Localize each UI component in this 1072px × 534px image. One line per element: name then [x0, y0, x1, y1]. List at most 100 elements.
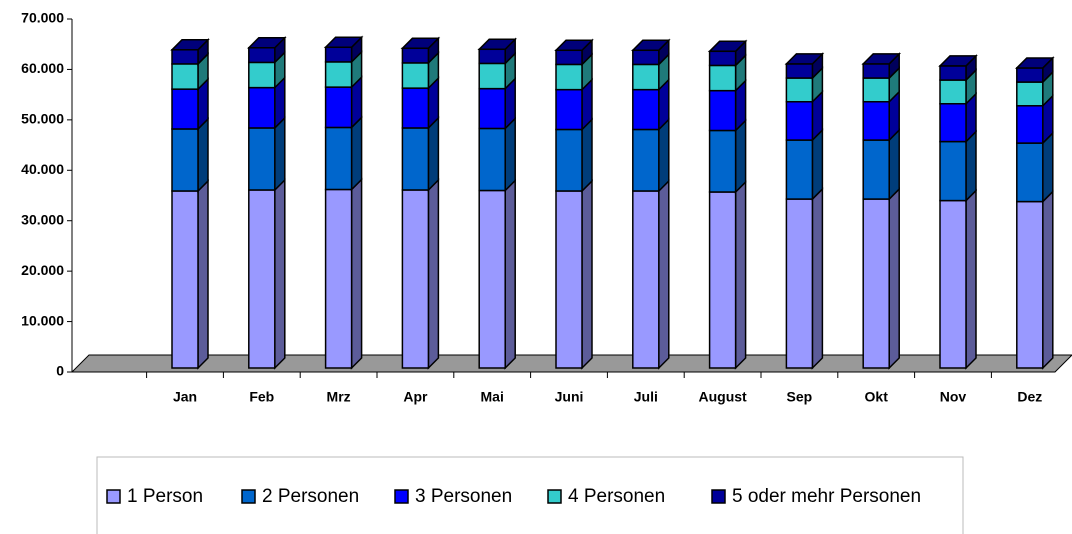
bar-side [427, 116, 440, 192]
bar-side [888, 187, 900, 370]
bar-side [888, 128, 900, 201]
x-tick-label: Nov [940, 389, 967, 405]
bar-top [323, 36, 364, 49]
bar [248, 47, 276, 64]
bar-top [861, 53, 902, 65]
x-tick-label: Sep [787, 389, 813, 405]
bar-side [581, 117, 593, 193]
bar-side [350, 115, 363, 192]
bar [708, 64, 737, 92]
bar [324, 46, 353, 63]
bar [171, 49, 199, 65]
bar [785, 77, 814, 103]
bar [939, 103, 967, 143]
bar [1016, 200, 1044, 369]
bar [785, 100, 814, 141]
legend-swatch [106, 489, 121, 504]
bar [939, 79, 967, 105]
x-tick-label: August [698, 389, 747, 405]
bar [1016, 105, 1044, 144]
bar-side [811, 128, 824, 201]
bar-side [965, 129, 977, 203]
bar-side [581, 179, 593, 370]
bar-side [734, 180, 747, 370]
bar [708, 191, 737, 369]
bar [555, 49, 583, 66]
bar [632, 49, 660, 66]
bar [248, 61, 276, 89]
legend-swatch [547, 489, 562, 504]
bar [632, 190, 660, 369]
bar-top [707, 40, 748, 53]
y-tick-label: 10.000 [21, 312, 64, 328]
bar [171, 190, 199, 369]
y-tick-label: 50.000 [21, 111, 64, 127]
bar-top [784, 53, 825, 65]
x-tick-label: Juni [555, 389, 584, 405]
bar-side [658, 179, 670, 370]
x-tick-label: Apr [403, 389, 428, 405]
bar [401, 127, 430, 191]
x-tick-label: Dez [1017, 389, 1042, 405]
legend-label: 1 Person [127, 486, 203, 507]
bar [478, 48, 506, 65]
bar [862, 77, 890, 103]
bar [1016, 81, 1044, 107]
bar-top [170, 39, 210, 51]
bar [1016, 142, 1044, 203]
bar [401, 62, 430, 89]
bar-side [811, 187, 824, 370]
bar [708, 89, 737, 132]
bar-top [1014, 57, 1055, 69]
bar [939, 199, 967, 369]
bar-side [197, 117, 209, 193]
y-tick-label: 40.000 [21, 161, 64, 177]
bar-side [965, 188, 977, 370]
y-tick-label: 30.000 [21, 211, 64, 227]
bar [785, 139, 814, 200]
bar-side [274, 178, 286, 370]
x-tick-label: Mai [481, 389, 504, 405]
bar-side [350, 177, 363, 370]
bar [1016, 67, 1044, 83]
bar [632, 88, 660, 131]
bar [324, 86, 353, 129]
bar [171, 63, 199, 90]
bar [248, 189, 276, 369]
bar [862, 139, 890, 200]
bar [478, 62, 506, 90]
legend-label: 2 Personen [262, 486, 359, 507]
bar [785, 198, 814, 369]
bar [324, 126, 353, 191]
x-tick-label: Juli [634, 389, 658, 405]
bar [401, 87, 430, 129]
bar [324, 61, 353, 88]
legend-label: 4 Personen [568, 486, 665, 507]
bar [939, 65, 967, 81]
bar-top [630, 39, 671, 52]
bar-top [477, 38, 518, 51]
bar [555, 128, 583, 192]
bar [248, 127, 276, 191]
bar-side [1042, 189, 1054, 370]
bar-side [1042, 131, 1054, 204]
bar-top [246, 37, 287, 49]
x-tick-label: Feb [249, 389, 274, 405]
bar [324, 188, 353, 369]
bar [939, 140, 967, 202]
bar-side [734, 118, 747, 194]
y-tick-label: 20.000 [21, 262, 64, 278]
bar [401, 47, 430, 64]
bar [632, 63, 660, 91]
bar-side [427, 178, 440, 370]
bar-side [274, 116, 286, 192]
bar-side [504, 116, 516, 193]
bar [785, 63, 814, 79]
legend-label: 3 Personen [415, 486, 512, 507]
bar-side [197, 179, 209, 370]
bar [478, 189, 506, 369]
bar-side [504, 178, 516, 370]
bar [478, 127, 506, 192]
bar [862, 100, 890, 141]
y-tick-label: 70.000 [21, 10, 64, 26]
